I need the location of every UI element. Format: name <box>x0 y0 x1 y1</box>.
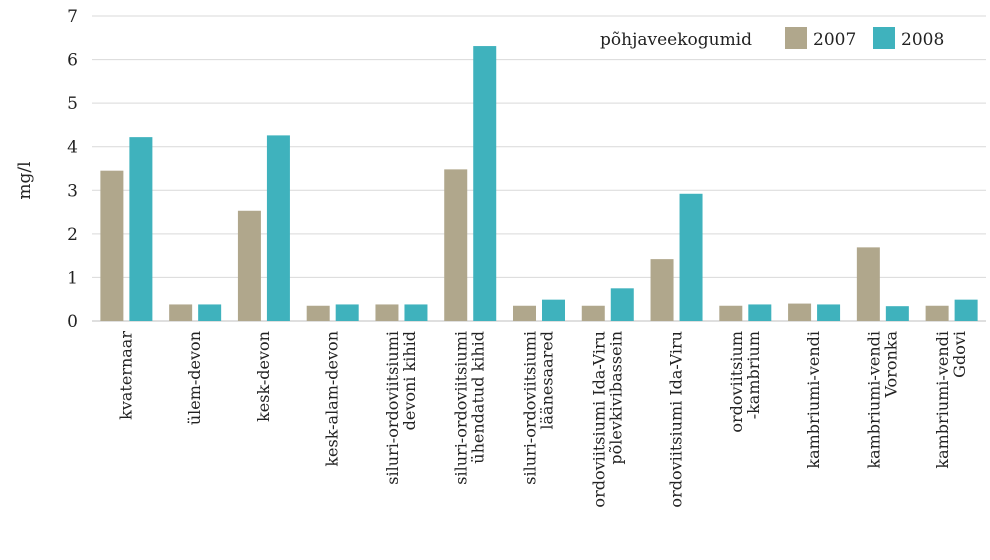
x-tick-label: ordoviitsiumi Ida-Viru <box>667 331 686 508</box>
x-category-label: kesk-devon <box>254 331 273 422</box>
bar-2008-5 <box>404 304 428 321</box>
bar-2008-12 <box>885 306 909 321</box>
y-axis-ticks: 0 1 2 3 4 5 6 7 <box>67 7 78 332</box>
bar-2008-2 <box>198 304 222 321</box>
y-tick-label: 5 <box>67 94 78 114</box>
y-tick-label: 0 <box>67 312 78 332</box>
x-axis-labels: kvaternaar ülem-devon kesk-devon kesk-alam-… <box>116 331 969 508</box>
bar-2007-13 <box>925 305 949 321</box>
bar-2007-3 <box>237 210 261 321</box>
x-tick-label: kambriumi-vendi <box>864 331 883 469</box>
bar-2008-3 <box>266 135 290 321</box>
x-tick-label: kambriumi-vendi <box>804 331 823 469</box>
legend-swatch-2007 <box>785 27 807 49</box>
x-tick-label: kesk-devon <box>254 331 273 422</box>
x-tick-label: põlevkivibassein <box>606 331 625 465</box>
x-category-label: kvaternaar <box>116 331 135 420</box>
gridlines <box>92 15 986 322</box>
x-tick-label: ordoviitsiumi Ida-Viru <box>589 331 608 508</box>
y-tick-label: 6 <box>67 51 78 71</box>
bar-2008-8 <box>610 288 634 321</box>
x-category-label: ordoviitsium-kambrium <box>727 331 763 433</box>
bar-2008-13 <box>954 299 978 321</box>
bar-2008-4 <box>335 304 359 321</box>
bar-2008-6 <box>473 46 497 322</box>
x-tick-label: Voronka <box>881 331 900 399</box>
legend-swatch-2008 <box>873 27 895 49</box>
y-tick-label: 3 <box>67 181 78 201</box>
y-tick-label: 4 <box>67 138 78 158</box>
x-tick-label: kvaternaar <box>116 331 135 420</box>
bar-2007-5 <box>375 304 399 321</box>
bar-2008-9 <box>679 193 703 321</box>
x-tick-label: kesk-alam-devon <box>323 331 342 467</box>
legend-title: põhjaveekogumid <box>600 30 752 50</box>
bar-2007-7 <box>513 305 536 321</box>
bar-2007-12 <box>856 247 880 321</box>
x-tick-label: -kambrium <box>744 331 763 419</box>
x-tick-label: siluri-ordoviitsiumi <box>521 331 540 485</box>
bar-2007-2 <box>169 304 193 321</box>
bar-2007-11 <box>788 303 812 321</box>
y-tick-label: 2 <box>67 225 78 245</box>
bar-2007-10 <box>719 305 743 321</box>
y-tick-label: 7 <box>67 7 78 27</box>
bar-2007-9 <box>650 259 674 321</box>
bar-2007-6 <box>444 169 468 321</box>
x-tick-label: ülem-devon <box>185 331 204 425</box>
bar-2007-1 <box>100 170 124 321</box>
bars <box>100 46 978 322</box>
y-axis-title: mg/l <box>15 161 35 199</box>
y-tick-label: 1 <box>67 268 78 288</box>
x-category-label: kesk-alam-devon <box>323 331 342 467</box>
legend: põhjaveekogumid 2007 2008 <box>600 27 944 50</box>
x-category-label: kambriumi-vendi <box>804 331 823 469</box>
x-tick-label: siluri-ordoviitsiumi <box>452 331 471 485</box>
bar-2008-11 <box>817 304 841 321</box>
x-category-label: ülem-devon <box>185 331 204 425</box>
legend-label-2008: 2008 <box>901 30 944 50</box>
x-tick-label: läänesaared <box>538 331 557 430</box>
x-tick-label: devoni kihid <box>400 331 419 430</box>
x-tick-label: siluri-ordoviitsiumi <box>383 331 402 485</box>
x-tick-label: ühendatud kihid <box>469 331 488 464</box>
bar-2008-1 <box>129 137 153 321</box>
x-tick-label: kambriumi-vendi <box>933 331 952 469</box>
bar-2008-10 <box>748 304 772 321</box>
x-tick-label: Gdovi <box>950 331 969 378</box>
bar-2007-8 <box>581 305 605 321</box>
bar-2008-7 <box>542 299 565 321</box>
x-category-label: ordoviitsiumi Ida-Viru <box>667 331 686 508</box>
x-tick-label: ordoviitsium <box>727 331 746 433</box>
legend-label-2007: 2007 <box>813 30 856 50</box>
bar-2007-4 <box>306 305 330 321</box>
